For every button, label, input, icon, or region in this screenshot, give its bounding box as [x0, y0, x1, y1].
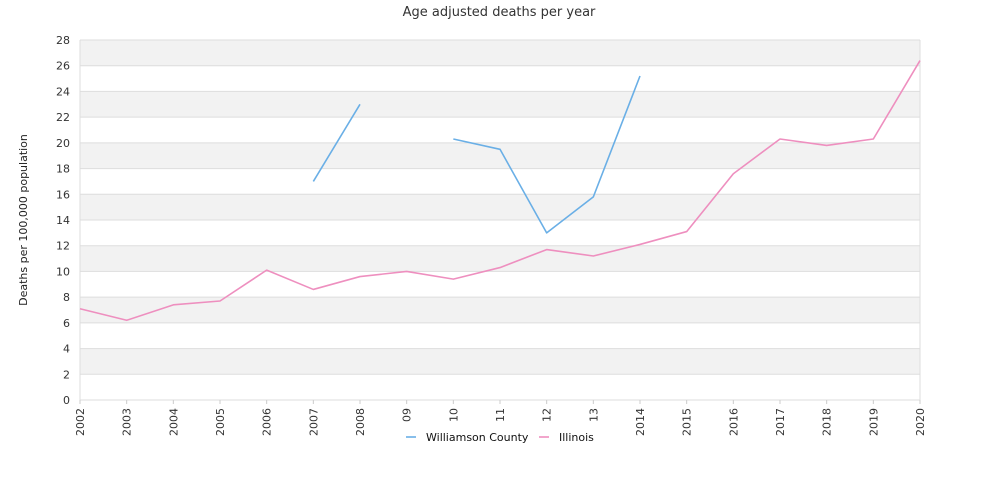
- series-line-williamson-county: [453, 75, 641, 234]
- x-tick-label: 2002: [74, 408, 87, 436]
- data-point[interactable]: [451, 277, 455, 281]
- x-tick-label: 13: [587, 408, 600, 422]
- y-tick-label: 26: [56, 60, 70, 73]
- y-tick-label: 14: [56, 214, 70, 227]
- data-point[interactable]: [358, 102, 362, 106]
- data-point[interactable]: [498, 147, 502, 151]
- data-point[interactable]: [685, 230, 689, 234]
- data-point[interactable]: [545, 231, 549, 235]
- x-tick-label: 2014: [634, 408, 647, 436]
- grid-band: [80, 91, 920, 118]
- legend-label[interactable]: Williamson County: [426, 431, 529, 444]
- chart-title: Age adjusted deaths per year: [403, 5, 596, 20]
- x-tick-label: 2004: [167, 408, 180, 436]
- x-tick-label: 2005: [214, 408, 227, 436]
- y-tick-label: 10: [56, 265, 70, 278]
- y-tick-label: 18: [56, 163, 70, 176]
- data-point[interactable]: [358, 275, 362, 279]
- series-lines: [78, 59, 922, 322]
- y-tick-label: 24: [56, 85, 70, 98]
- data-point[interactable]: [171, 303, 175, 307]
- grid-band: [80, 194, 920, 220]
- x-tick-label: 2017: [774, 408, 787, 436]
- x-tick-label: 09: [401, 408, 414, 422]
- y-tick-label: 0: [63, 394, 70, 407]
- data-point[interactable]: [638, 242, 642, 246]
- data-point[interactable]: [78, 307, 82, 311]
- x-tick-label: 2007: [307, 408, 320, 436]
- y-tick-label: 12: [56, 240, 70, 253]
- data-point[interactable]: [218, 299, 222, 303]
- x-tick-label: 12: [541, 408, 554, 422]
- y-tick-label: 6: [63, 317, 70, 330]
- grid-band: [80, 348, 920, 375]
- grid-band: [80, 322, 920, 349]
- data-point[interactable]: [591, 254, 595, 258]
- y-tick-label: 4: [63, 343, 70, 356]
- data-point[interactable]: [871, 137, 875, 141]
- x-tick-label: 10: [447, 408, 460, 422]
- grid-band: [80, 65, 920, 92]
- x-tick-label: 2008: [354, 408, 367, 436]
- legend-label[interactable]: Illinois: [559, 431, 594, 444]
- series-line-williamson-county: [312, 103, 361, 182]
- y-axis-title: Deaths per 100,000 population: [17, 134, 30, 306]
- y-tick-label: 16: [56, 188, 70, 201]
- data-point[interactable]: [591, 195, 595, 199]
- data-point[interactable]: [125, 318, 129, 322]
- data-point[interactable]: [778, 137, 782, 141]
- grid-bands: [80, 40, 920, 400]
- x-tick-label: 2003: [121, 408, 134, 436]
- data-point[interactable]: [405, 269, 409, 273]
- x-tick-label: 11: [494, 408, 507, 422]
- y-tick-label: 8: [63, 291, 70, 304]
- data-point[interactable]: [731, 172, 735, 176]
- y-tick-label: 22: [56, 111, 70, 124]
- data-point[interactable]: [918, 59, 922, 63]
- data-point[interactable]: [545, 248, 549, 252]
- grid-band: [80, 297, 920, 323]
- x-axis-ticks: 2002 2003 2004 2005 2006 2007 2008 09 10 11 12 13 20…: [74, 400, 927, 436]
- data-point[interactable]: [451, 137, 455, 141]
- x-tick-label: 2018: [821, 408, 834, 436]
- grid-band: [80, 40, 920, 66]
- x-tick-label: 2015: [681, 408, 694, 436]
- grid-band: [80, 168, 920, 195]
- data-point[interactable]: [638, 74, 642, 78]
- grid-band: [80, 220, 920, 246]
- data-point[interactable]: [311, 287, 315, 291]
- x-tick-label: 2016: [727, 408, 740, 436]
- data-point[interactable]: [265, 268, 269, 272]
- grid-band: [80, 117, 920, 143]
- legend: Williamson County Illinois: [406, 431, 594, 444]
- y-tick-label: 20: [56, 137, 70, 150]
- x-tick-label: 2019: [867, 408, 880, 436]
- data-point[interactable]: [498, 266, 502, 270]
- gridlines: [79, 39, 921, 401]
- grid-band: [80, 271, 920, 298]
- x-tick-label: 2020: [914, 408, 927, 436]
- y-tick-label: 2: [63, 368, 70, 381]
- grid-band: [80, 142, 920, 169]
- x-tick-label: 2006: [261, 408, 274, 436]
- data-point[interactable]: [311, 179, 315, 183]
- data-point[interactable]: [825, 143, 829, 147]
- grid-band: [80, 374, 920, 400]
- series-line-illinois: [79, 60, 921, 322]
- y-tick-label: 28: [56, 34, 70, 47]
